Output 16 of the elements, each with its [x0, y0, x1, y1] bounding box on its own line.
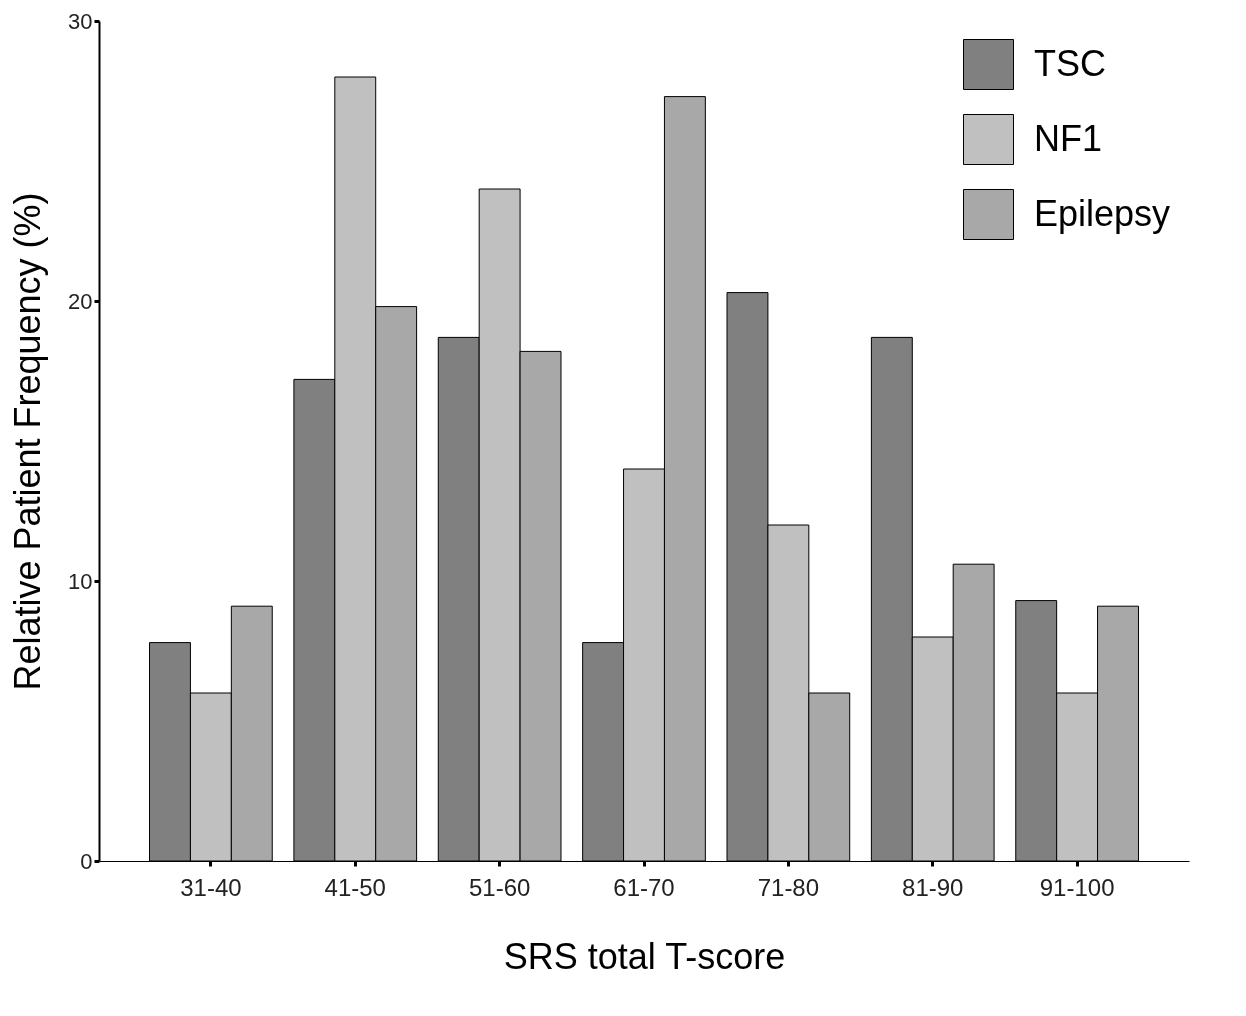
- y-tick-label: 30: [68, 8, 93, 34]
- x-tick-label: 61-70: [613, 873, 675, 901]
- x-tick-label: 31-40: [180, 873, 242, 901]
- x-tick-label: 91-100: [1039, 873, 1115, 901]
- y-tick-label: 10: [68, 568, 93, 594]
- x-tick-label: 81-90: [902, 873, 964, 901]
- y-tick-label: 20: [68, 288, 93, 314]
- y-tick-label: 0: [80, 848, 93, 874]
- y-axis-title: Relative Patient Frequency (%): [7, 192, 49, 691]
- x-tick-label: 51-60: [468, 873, 531, 901]
- x-tick-label: 71-80: [757, 873, 820, 901]
- legend-label: TSC: [1034, 42, 1106, 84]
- legend-label: NF1: [1034, 117, 1103, 159]
- x-tick-label: 41-50: [324, 873, 386, 901]
- x-axis-title: SRS total T-score: [503, 935, 786, 977]
- legend-label: Epilepsy: [1034, 192, 1171, 234]
